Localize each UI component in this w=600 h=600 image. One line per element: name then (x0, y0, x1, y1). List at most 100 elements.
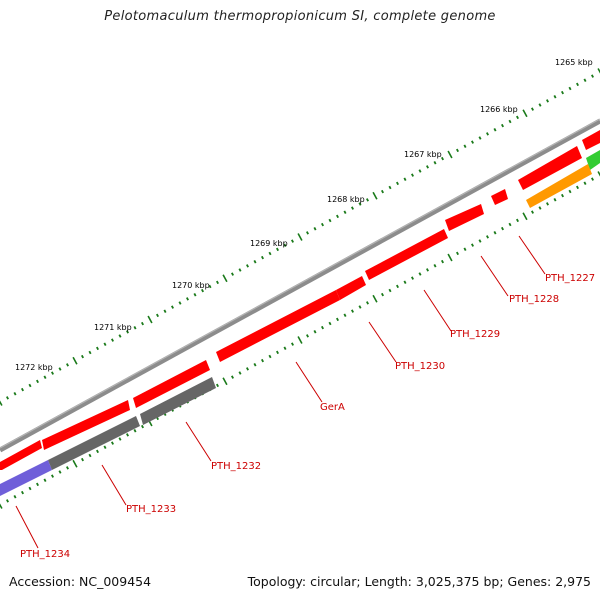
gene-label-pth-1234[interactable]: PTH_1234 (20, 549, 70, 560)
scale-tick-minor (216, 280, 219, 285)
scale-tick-minor (36, 379, 39, 384)
gene-label-pth-1233[interactable]: PTH_1233 (126, 504, 176, 515)
scale-label-1265: 1265 kbp (555, 58, 593, 67)
scale-tick-minor (253, 259, 257, 264)
cds-feature-green[interactable] (586, 150, 600, 170)
scale-tick-minor (478, 239, 482, 243)
scale-tick-minor (306, 334, 309, 338)
scale-tick-minor (321, 325, 324, 330)
scale-tick-minor (463, 247, 467, 252)
gene-label-gera[interactable]: GerA (320, 402, 345, 413)
scale-tick-minor (103, 342, 107, 347)
cds-feature[interactable] (0, 440, 42, 470)
scale-tick-minor (118, 437, 122, 441)
scale-tick-minor (283, 346, 287, 351)
scale-tick-minor (471, 140, 474, 144)
scale-label-1271: 1271 kbp (94, 323, 132, 332)
gene-label-pth-1227[interactable]: PTH_1227 (545, 273, 595, 284)
scale-tick-minor (336, 214, 339, 219)
scale-tick-minor (276, 247, 279, 252)
cds-feature[interactable] (491, 189, 508, 205)
scale-tick-minor (141, 321, 144, 326)
scale-tick-minor (313, 226, 317, 231)
cds-feature-grey[interactable] (140, 377, 216, 425)
scale-tick-minor (201, 288, 204, 293)
scale-tick-minor (561, 90, 564, 95)
scale-tick-minor (546, 202, 549, 206)
cds-feature[interactable] (365, 229, 448, 280)
scale-tick-major (297, 336, 303, 344)
scale-tick-minor (186, 297, 189, 301)
scale-tick-minor (351, 309, 354, 313)
scale-tick-minor (493, 127, 497, 132)
cds-track-reverse (0, 164, 592, 496)
scale-tick-minor (358, 305, 362, 309)
scale-tick-minor (51, 371, 54, 375)
gene-label-pth-1229[interactable]: PTH_1229 (450, 329, 500, 340)
scale-tick-minor (313, 329, 317, 334)
scale-tick-minor (343, 210, 347, 215)
genome-backbone (0, 118, 600, 453)
cds-feature-blue[interactable] (0, 460, 52, 496)
scale-tick-minor (321, 222, 324, 227)
scale-tick-minor (456, 148, 459, 153)
scale-tick-major (222, 274, 228, 283)
scale-tick-minor (261, 358, 264, 363)
scale-tick-minor (268, 251, 272, 256)
scale-tick-minor (21, 387, 24, 392)
cds-feature[interactable] (42, 400, 130, 450)
scale-tick-minor (51, 474, 54, 478)
scale-tick-minor (66, 466, 69, 470)
scale-tick-minor (283, 243, 287, 248)
gene-label-pth-1232[interactable]: PTH_1232 (211, 461, 261, 472)
scale-tick-minor (508, 119, 512, 124)
scale-tick-minor (553, 94, 557, 99)
scale-tick-minor (538, 103, 542, 107)
scale-tick-minor (358, 202, 362, 206)
cds-feature[interactable] (445, 204, 484, 231)
scale-tick-minor (508, 222, 512, 227)
scale-tick-minor (366, 198, 369, 202)
scale-tick-minor (58, 367, 62, 371)
gene-label-pth-1230[interactable]: PTH_1230 (395, 361, 445, 372)
scale-tick-minor (516, 115, 519, 120)
scale-tick-minor (478, 136, 482, 140)
scale-tick-minor (576, 185, 579, 190)
scale-tick-minor (6, 396, 9, 400)
cds-feature[interactable] (133, 360, 210, 408)
scale-tick-minor (463, 144, 467, 149)
scale-tick-minor (268, 354, 272, 359)
scale-tick-minor (13, 391, 17, 396)
scale-ticks-outer (0, 68, 600, 406)
cds-feature[interactable] (336, 276, 366, 300)
scale-tick-minor (28, 486, 32, 491)
cds-feature-gera[interactable] (216, 290, 340, 362)
scale-tick-minor (403, 177, 407, 182)
cds-feature-grey[interactable] (48, 416, 140, 470)
scale-tick-minor (516, 218, 519, 223)
scale-tick-minor (111, 441, 114, 445)
scale-tick-major (0, 400, 3, 406)
scale-tick-minor (441, 259, 444, 264)
scale-tick-minor (591, 74, 594, 78)
scale-tick-minor (246, 367, 249, 371)
scale-tick-minor (133, 325, 137, 330)
scale-tick-major (72, 459, 78, 468)
scale-tick-minor (336, 317, 339, 322)
gene-label-pth-1228[interactable]: PTH_1228 (509, 294, 559, 305)
scale-tick-minor (58, 470, 62, 474)
scale-tick-minor (178, 301, 182, 305)
scale-tick-minor (561, 193, 564, 198)
cds-feature[interactable] (518, 146, 582, 190)
scale-tick-minor (238, 371, 242, 375)
cds-feature[interactable] (582, 130, 600, 150)
scale-tick-minor (441, 156, 444, 161)
scale-tick-minor (216, 383, 219, 388)
scale-tick-major (297, 233, 303, 241)
scale-tick-minor (28, 383, 32, 388)
scale-tick-minor (103, 445, 107, 450)
cds-feature-orange[interactable] (526, 164, 592, 208)
scale-tick-minor (531, 107, 534, 111)
scale-tick-minor (568, 86, 572, 91)
scale-tick-minor (343, 313, 347, 318)
